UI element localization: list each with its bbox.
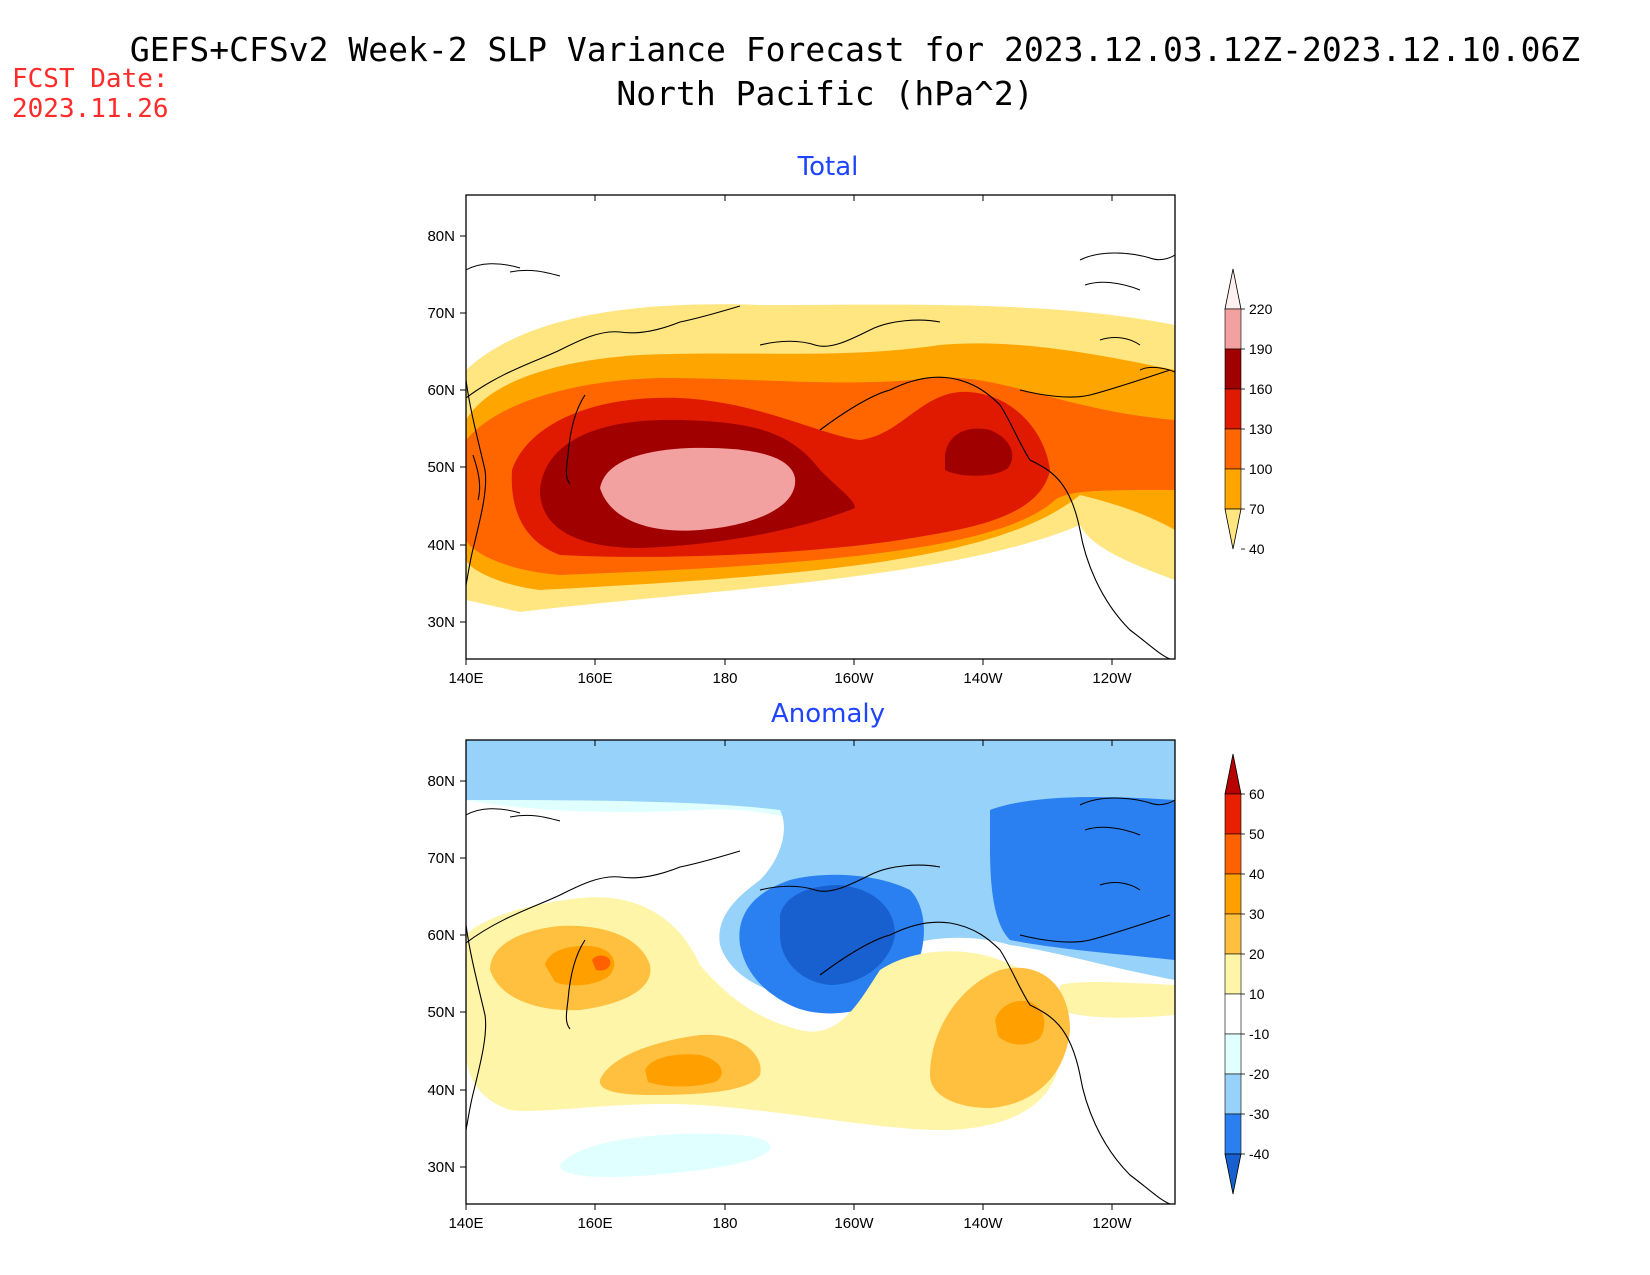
anomaly-pos10-east	[1060, 981, 1175, 1018]
total-colorbar-label: 100	[1249, 461, 1273, 477]
lat-tick-label: 60N	[427, 382, 455, 399]
anomaly-colorbar-label: 60	[1249, 786, 1265, 802]
coastline-east-asia	[466, 305, 741, 586]
coastline-east-asia-anom	[466, 850, 741, 1131]
fcst-date-label: FCST Date:	[12, 64, 169, 94]
anomaly-colorbar-swatch	[1224, 1113, 1242, 1155]
lat-tick-label: 80N	[427, 228, 455, 245]
total-colorbar-label: 190	[1249, 341, 1273, 357]
lon-tick-label: 140W	[963, 670, 1003, 687]
anomaly-pos30-east	[995, 1000, 1045, 1045]
lat-tick-label: 50N	[427, 459, 455, 476]
anomaly-colorbar-swatch	[1224, 953, 1242, 995]
anomaly-colorbar-label: 20	[1249, 946, 1265, 962]
total-colorbar-label: 130	[1249, 421, 1273, 437]
lon-tick-label: 180	[712, 1215, 737, 1232]
anomaly-colorbar-label: -40	[1249, 1146, 1269, 1162]
anomaly-colorbar-label: -10	[1249, 1026, 1269, 1042]
anomaly-neg40	[780, 885, 895, 985]
lat-tick-label: 30N	[427, 1159, 455, 1176]
lat-tick-label: 50N	[427, 1004, 455, 1021]
coastline-alaska	[759, 319, 1171, 659]
total-colorbar-label: 70	[1249, 501, 1265, 517]
anomaly-neg30-north	[990, 797, 1175, 960]
lat-tick-label: 70N	[427, 305, 455, 322]
anomaly-colorbar-label: 30	[1249, 906, 1265, 922]
coastline-arctic-islands	[466, 252, 1175, 373]
total-colorbar-swatch	[1224, 468, 1242, 510]
axis-ticks: 140E 160E 180 160W 140W 120W 80N 70N 60N 50N 40N 30…	[427, 195, 1132, 1232]
lat-tick-label: 40N	[427, 1082, 455, 1099]
anomaly-pos20-east	[930, 967, 1070, 1108]
total-colorbar-swatch	[1224, 428, 1242, 470]
anomaly-variance-field	[466, 740, 1175, 1204]
lat-tick-label: 80N	[427, 773, 455, 790]
lon-tick-label: 120W	[1092, 1215, 1132, 1232]
lon-tick-label: 140E	[448, 670, 483, 687]
anomaly-pos40	[592, 955, 611, 971]
total-map-frame	[465, 194, 1176, 660]
contour-190	[600, 447, 796, 531]
panel-title-anomaly: Anomaly	[770, 699, 886, 729]
colorbars: 220 190 160 130 100 70 40 60 50 40 30 20 10 -10 -20 -30…	[1224, 268, 1273, 1195]
anomaly-colorbar-label: -20	[1249, 1066, 1269, 1082]
total-colorbar-swatch	[1224, 308, 1242, 350]
total-variance-field	[466, 195, 1175, 659]
total-colorbar-label: 220	[1249, 301, 1273, 317]
coastline-arctic-islands-anom	[466, 797, 1175, 891]
anomaly-colorbar-label: 40	[1249, 866, 1265, 882]
figure-title-line2: North Pacific (hPa^2)	[616, 74, 1034, 113]
panel-title-total: Total	[797, 152, 859, 182]
anomaly-colorbar-arrow-top	[1224, 753, 1242, 795]
anomaly-colorbar-swatch	[1224, 993, 1242, 1035]
anomaly-colorbar-swatch	[1224, 833, 1242, 875]
total-colorbar-swatch	[1224, 388, 1242, 430]
fcst-date-value: 2023.11.26	[12, 94, 169, 124]
anomaly-colorbar-swatch	[1224, 913, 1242, 955]
anomaly-colorbar-label: -30	[1249, 1106, 1269, 1122]
lat-tick-label: 60N	[427, 927, 455, 944]
anomaly-pos30-west	[545, 945, 615, 986]
anomaly-colorbar-label: 50	[1249, 826, 1265, 842]
lon-tick-label: 160E	[577, 670, 612, 687]
anomaly-neg20	[466, 740, 1175, 1003]
total-colorbar-arrow-bottom	[1224, 508, 1242, 550]
coastline-alaska-anom	[759, 864, 1171, 1204]
lon-tick-label: 140W	[963, 1215, 1003, 1232]
lat-tick-label: 40N	[427, 537, 455, 554]
total-colorbar-swatch	[1224, 348, 1242, 390]
anomaly-colorbar-swatch	[1224, 873, 1242, 915]
total-colorbar-label: 160	[1249, 381, 1273, 397]
lat-tick-label: 70N	[427, 850, 455, 867]
total-colorbar-label: 40	[1249, 541, 1265, 557]
anomaly-colorbar-arrow-bottom	[1224, 1153, 1242, 1195]
anomaly-colorbar-swatch	[1224, 1073, 1242, 1115]
lon-tick-label: 180	[712, 670, 737, 687]
anomaly-colorbar-swatch	[1224, 793, 1242, 835]
anomaly-pos30-central	[645, 1054, 722, 1087]
lat-tick-label: 30N	[427, 614, 455, 631]
total-colorbar-arrow-top	[1224, 268, 1242, 310]
anomaly-map-frame	[465, 739, 1176, 1205]
figure-title-line1: GEFS+CFSv2 Week-2 SLP Variance Forecast …	[129, 30, 1581, 69]
anomaly-colorbar-label: 10	[1249, 986, 1265, 1002]
lon-tick-label: 160E	[577, 1215, 612, 1232]
lon-tick-label: 160W	[834, 1215, 874, 1232]
contour-160-east	[945, 428, 1013, 476]
anomaly-neg10-south	[560, 1133, 771, 1177]
lon-tick-label: 160W	[834, 670, 874, 687]
lon-tick-label: 120W	[1092, 670, 1132, 687]
anomaly-colorbar-swatch	[1224, 1033, 1242, 1075]
lon-tick-label: 140E	[448, 1215, 483, 1232]
